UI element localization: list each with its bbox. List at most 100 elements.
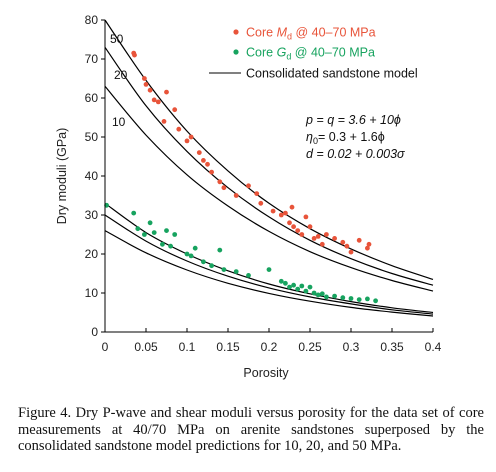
x-tick-label: 0.05 [134, 340, 158, 354]
md-point [254, 191, 260, 197]
md-point [172, 107, 178, 113]
model-curves [104, 19, 434, 317]
gd-point [172, 232, 178, 237]
md-point [365, 245, 370, 251]
formula-eta: η0= 0.3 + 1.6ϕ [306, 130, 385, 146]
formula-eta-sub: 0 [313, 136, 318, 146]
md-point [324, 232, 329, 237]
y-tick-label: 30 [85, 208, 99, 222]
formula-pq: p = q = 3.6 + 10ϕ [305, 113, 401, 127]
y-tick-label: 80 [85, 13, 99, 27]
legend-md-symbol: M [277, 26, 288, 40]
md-point [278, 212, 284, 218]
gd-point [299, 283, 305, 289]
gd-point [164, 228, 169, 234]
gd-point [147, 220, 153, 226]
x-tick-label: 0.35 [380, 340, 404, 354]
x-tick-label: 0.3 [343, 340, 360, 354]
gd-point [217, 247, 223, 253]
md-point [287, 220, 292, 226]
md-point [205, 161, 210, 167]
gd-point [142, 232, 147, 237]
md-point [142, 76, 147, 81]
md-point [344, 243, 350, 249]
y-tick-label: 0 [91, 325, 98, 339]
x-tick-label: 0 [102, 340, 109, 354]
gd-point [340, 295, 346, 301]
legend-marker-gd [233, 49, 239, 55]
gd-point [311, 290, 317, 296]
md-point [291, 224, 296, 230]
ticks: 0 0.05 0.1 0.15 0.2 0.25 0.3 0.35 0.4 0 10 20 30 40 50… [85, 13, 442, 354]
model-curve-g-4 [104, 214, 434, 315]
gd-point [233, 269, 239, 274]
gd-point [348, 296, 354, 301]
md-point [132, 52, 137, 58]
figure-caption: Figure 4. Dry P-wave and shear moduli ve… [18, 405, 484, 454]
md-point [147, 87, 153, 93]
md-point [221, 185, 227, 191]
md-point [340, 239, 346, 245]
md-point [209, 169, 215, 175]
gd-point [246, 273, 251, 278]
curve-label-20: 20 [114, 68, 128, 82]
md-point [319, 241, 325, 247]
model-parameters: p = q = 3.6 + 10ϕ η0= 0.3 + 1.6ϕ d = 0.0… [305, 113, 405, 161]
gd-point [303, 288, 309, 294]
gd-point [201, 259, 206, 265]
gd-point [278, 278, 284, 284]
legend-md-suffix: @ 40–70 MPa [292, 26, 376, 40]
md-point [151, 97, 157, 103]
gd-point [291, 282, 296, 288]
md-point [217, 179, 223, 185]
gd-point [332, 293, 337, 299]
gd-point [135, 226, 141, 232]
md-point [311, 236, 317, 241]
y-tick-label: 40 [85, 169, 99, 183]
gd-point [184, 251, 190, 257]
y-axis-title: Dry moduli (GPa) [55, 128, 69, 225]
y-tick-label: 60 [85, 91, 99, 105]
data-points [104, 50, 378, 304]
gd-point [307, 284, 313, 290]
md-point [307, 224, 313, 230]
legend-md-prefix: Core [246, 26, 277, 40]
md-point [289, 204, 295, 210]
model-curve-g-5 [104, 230, 434, 317]
md-point [258, 200, 264, 206]
md-point [315, 234, 321, 239]
x-tick-label: 0.4 [425, 340, 442, 354]
md-point [246, 183, 251, 189]
gd-point [373, 298, 378, 304]
md-point [188, 134, 194, 140]
md-point [196, 150, 202, 156]
md-point [184, 138, 190, 144]
legend-gd-symbol: G [277, 46, 287, 60]
md-point [270, 208, 276, 214]
md-point [303, 214, 309, 220]
x-tick-label: 0.2 [261, 340, 278, 354]
gd-point [365, 296, 370, 302]
md-point [201, 158, 206, 163]
legend-label-gd: Core Gd @ 40–70 MPa [246, 46, 375, 62]
model-curve-m-0 [104, 19, 434, 280]
legend-marker-md [233, 29, 239, 35]
legend-gd-suffix: @ 40–70 MPa [291, 46, 375, 60]
model-curve-g-3 [104, 202, 434, 314]
x-tick-label: 0.25 [298, 340, 322, 354]
md-point [348, 249, 354, 255]
gd-point [192, 245, 198, 251]
gd-point [319, 291, 325, 297]
md-point [356, 237, 362, 243]
gd-point [283, 280, 288, 286]
md-point [233, 193, 239, 198]
y-tick-label: 70 [85, 52, 99, 66]
md-point [164, 89, 169, 95]
md-point [161, 119, 167, 124]
gd-point [209, 263, 215, 269]
gd-point [266, 267, 272, 272]
legend: Core Md @ 40–70 MPa Core Gd @ 40–70 MPa … [209, 26, 418, 81]
x-axis-title: Porosity [243, 366, 289, 380]
x-tick-label: 0.15 [216, 340, 240, 354]
md-point [143, 82, 149, 87]
